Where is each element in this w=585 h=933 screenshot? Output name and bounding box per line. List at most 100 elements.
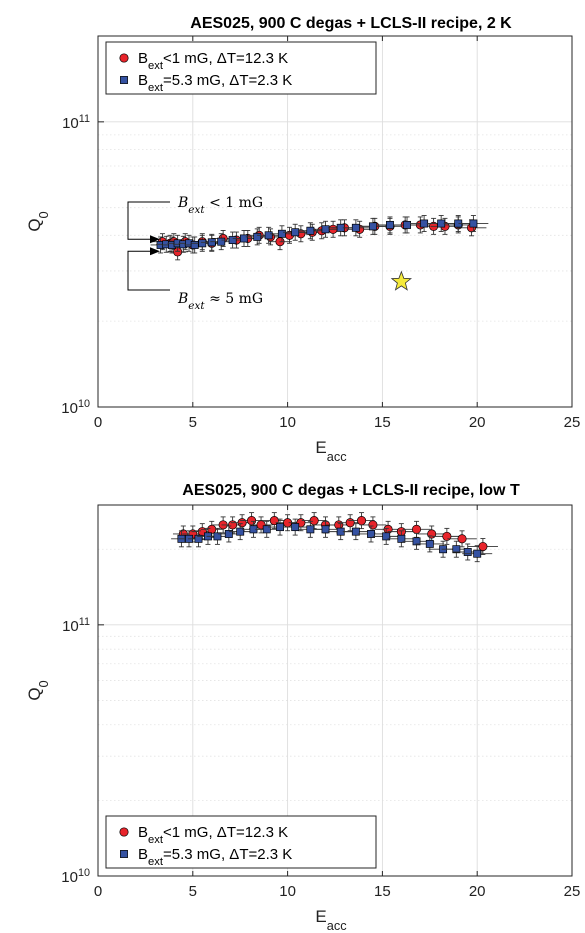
data-point-square xyxy=(425,539,434,548)
y-axis-label-sub: 0 xyxy=(36,680,51,687)
data-point-square xyxy=(207,238,216,247)
legend-entry-sub: ext xyxy=(148,82,164,94)
data-point-square xyxy=(236,527,245,536)
data-point-square xyxy=(473,549,482,558)
data-point-square xyxy=(262,525,271,534)
y-tick-base: 10 xyxy=(61,400,78,417)
x-tick-label: 10 xyxy=(279,883,296,900)
minor-gridlines xyxy=(98,548,572,801)
data-point-circle xyxy=(427,529,437,539)
data-point-square xyxy=(397,534,406,543)
legend-entry-sub: ext xyxy=(148,834,164,846)
x-axis-label-main: E xyxy=(315,907,326,926)
data-point-square xyxy=(321,225,330,234)
y-axis-label-group: Q0 xyxy=(25,211,51,231)
x-tick-label: 10 xyxy=(279,414,296,431)
y-axis-label-group: Q0 xyxy=(25,680,51,700)
y-tick-label: 1010 xyxy=(61,867,90,886)
legend-entry-rest: =5.3 mG, ΔT=2.3 K xyxy=(163,846,292,863)
data-point-square xyxy=(351,223,360,232)
data-point-square xyxy=(264,231,273,240)
minor-gridlines xyxy=(98,134,572,322)
x-tick-label: 5 xyxy=(189,883,197,900)
annotation-lower-main: B xyxy=(177,291,188,307)
legend-marker-circle xyxy=(119,53,129,63)
data-point-square xyxy=(253,232,262,241)
legend-entry-main: B xyxy=(138,72,148,89)
y-tick-label: 1011 xyxy=(62,113,90,132)
legend-entry-sub: ext xyxy=(148,856,164,868)
data-point-square xyxy=(291,523,300,532)
x-tick-label: 5 xyxy=(189,414,197,431)
y-axis-label-main: Q xyxy=(25,687,44,700)
annotation-upper-rest: < 1 mG xyxy=(205,195,263,211)
y-tick-exp: 10 xyxy=(78,867,90,879)
data-point-square xyxy=(224,530,233,538)
data-point-circle xyxy=(207,524,217,534)
axes-frame xyxy=(97,35,573,408)
data-point-square xyxy=(351,527,360,536)
data-point-circle xyxy=(383,524,393,534)
data-point-circle xyxy=(457,534,467,544)
legend-box xyxy=(105,815,377,869)
x-tick-label: 20 xyxy=(469,414,486,431)
legend-entry: Bext<1 mG, ΔT=12.3 K xyxy=(138,50,288,72)
y-axis-label: Q0 xyxy=(25,211,51,231)
x-axis-label-sub: acc xyxy=(327,449,347,464)
data-point-square xyxy=(386,220,394,229)
data-point-circle xyxy=(368,520,378,530)
data-point-square xyxy=(277,229,286,238)
data-point-square xyxy=(412,537,421,546)
legend-entry: Bext=5.3 mG, ΔT=2.3 K xyxy=(138,72,292,94)
x-tick-label: 20 xyxy=(469,883,486,900)
axes-frame xyxy=(97,504,573,877)
annotation-upper-sub: ext xyxy=(188,204,205,216)
y-axis-label: Q0 xyxy=(25,680,51,700)
x-tick-label: 15 xyxy=(374,883,391,900)
x-tick-label: 0 xyxy=(94,414,102,431)
annotation-arrowhead xyxy=(150,235,160,244)
annotation-arrowhead xyxy=(150,247,160,256)
legend-entry-sub: ext xyxy=(148,60,164,72)
x-tick-label: 0 xyxy=(94,883,102,900)
data-point-square xyxy=(367,530,375,538)
data-point-square xyxy=(194,534,203,543)
legend-entry-rest: <1 mG, ΔT=12.3 K xyxy=(163,824,288,841)
data-point-circle xyxy=(309,516,319,526)
plot-area xyxy=(98,505,572,876)
data-point-square xyxy=(217,237,226,246)
x-tick-label: 15 xyxy=(374,414,391,431)
legend-entry-rest: =5.3 mG, ΔT=2.3 K xyxy=(163,72,292,89)
data-point-square xyxy=(306,226,315,235)
data-point-circle xyxy=(228,520,238,530)
data-point-square xyxy=(368,222,377,231)
data-point-square xyxy=(469,219,478,228)
data-series xyxy=(150,215,489,261)
legend-entry-main: B xyxy=(138,50,148,67)
annotation-upper-main: B xyxy=(177,195,188,211)
y-tick-base: 10 xyxy=(62,115,79,132)
data-point-circle xyxy=(411,524,422,534)
y-tick-exp: 11 xyxy=(79,616,90,628)
data-point-circle xyxy=(237,518,247,528)
data-point-square xyxy=(420,219,429,228)
data-point-square xyxy=(190,241,199,249)
y-tick-label: 1011 xyxy=(62,616,90,635)
legend-marker-circle xyxy=(119,827,129,837)
data-point-square xyxy=(403,220,411,229)
y-tick-base: 10 xyxy=(61,869,78,886)
data-point-circle xyxy=(247,516,257,526)
y-tick-exp: 11 xyxy=(79,113,90,125)
data-point-square xyxy=(452,545,461,554)
data-point-square xyxy=(198,239,207,248)
y-axis-label-sub: 0 xyxy=(36,211,51,218)
chart-title: AES025, 900 C degas + LCLS-II recipe, 2 … xyxy=(190,15,512,32)
data-point-square xyxy=(228,236,237,245)
chart-title: AES025, 900 C degas + LCLS-II recipe, lo… xyxy=(182,482,520,499)
